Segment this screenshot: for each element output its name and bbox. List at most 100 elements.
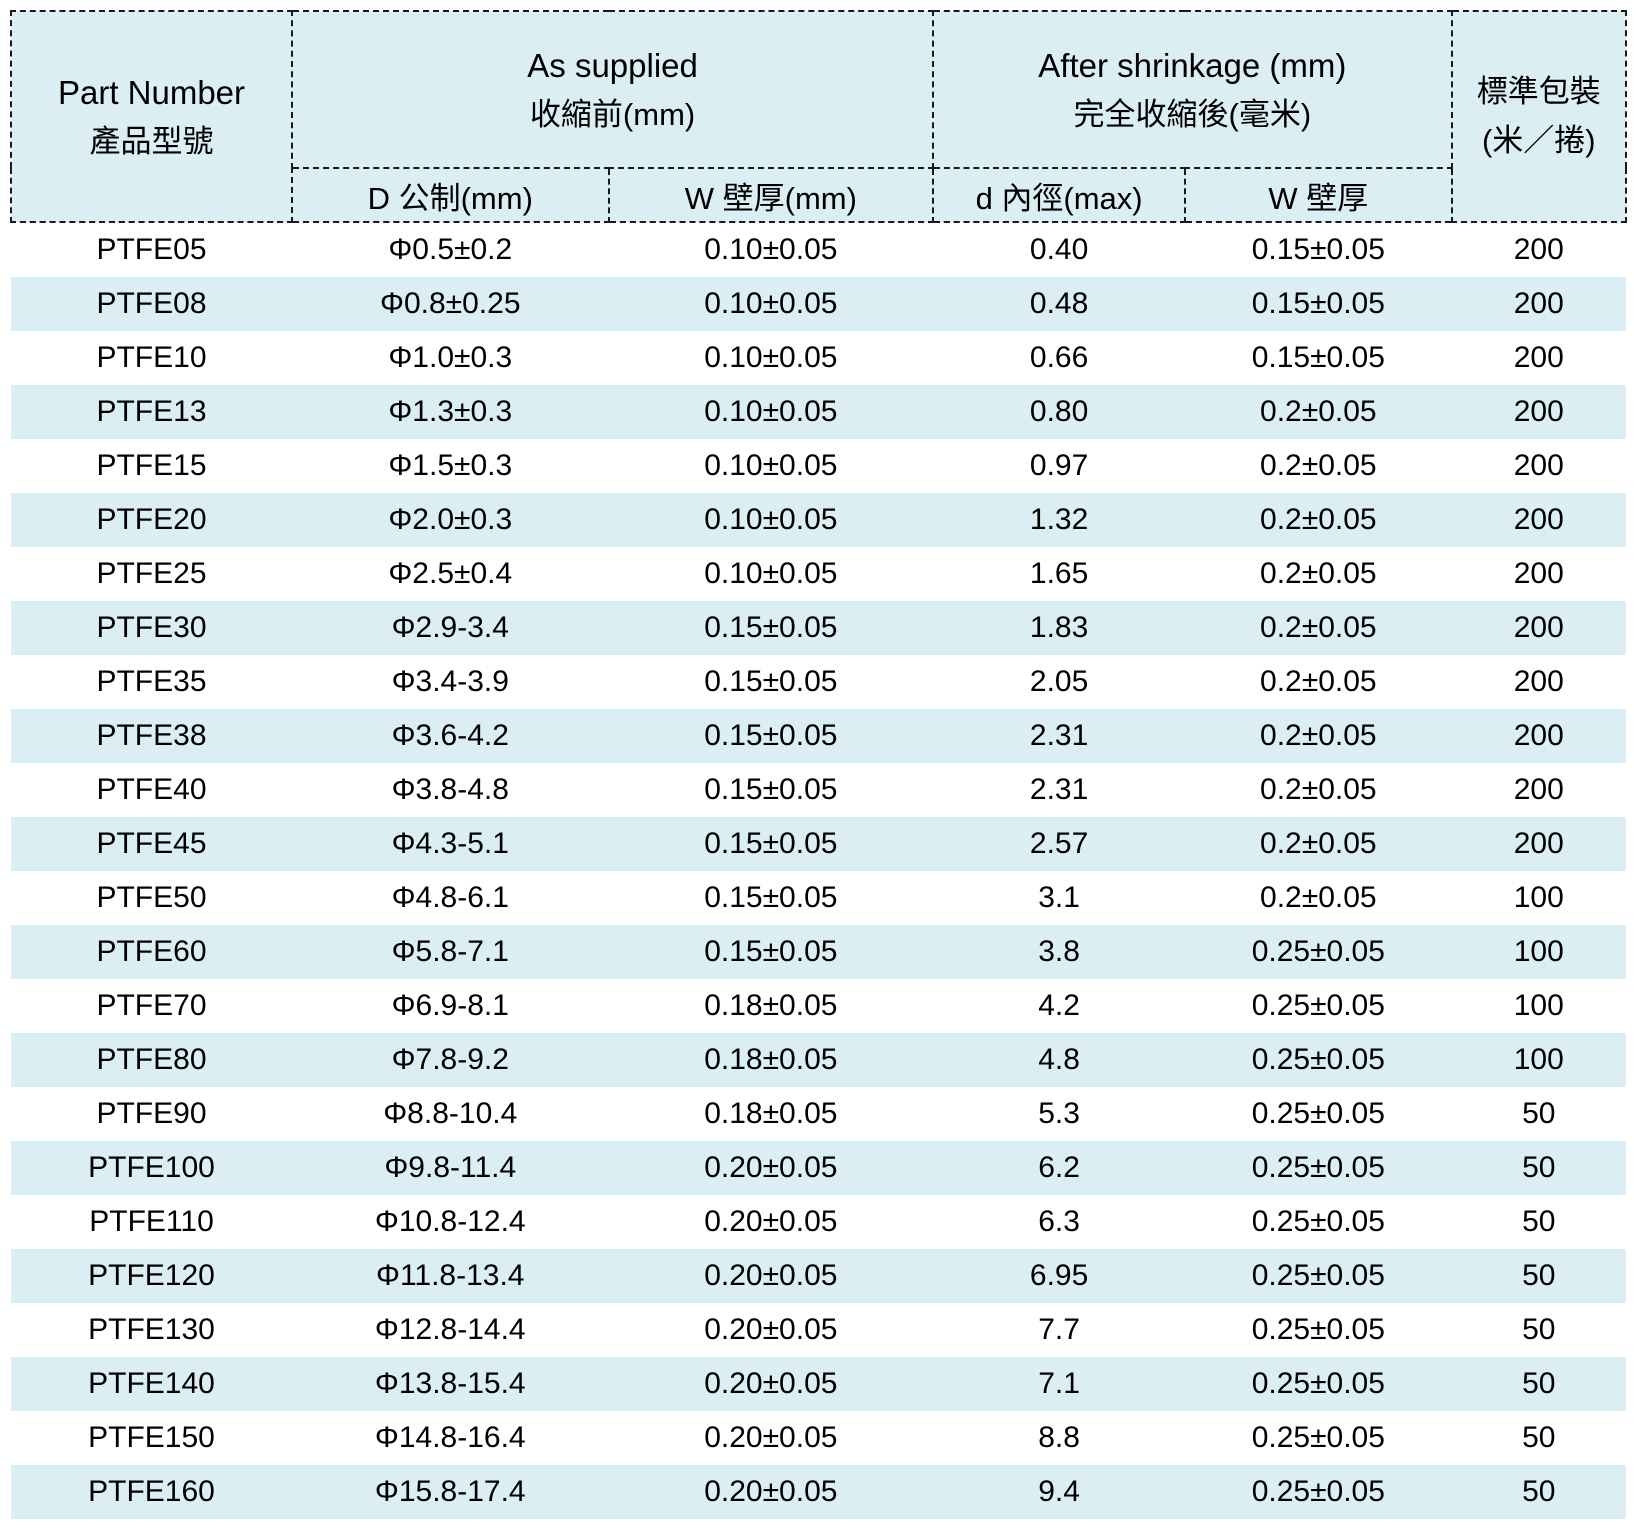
cell-w-after-shrinkage: 0.25±0.05 bbox=[1251, 1367, 1385, 1400]
cell-d-after-shrinkage: 4.8 bbox=[1038, 1043, 1080, 1076]
header-as-supplied-zh: 收縮前(mm) bbox=[529, 97, 696, 133]
cell-w-after-shrinkage: 0.25±0.05 bbox=[1251, 989, 1385, 1022]
cell-d-as-supplied: Φ2.0±0.3 bbox=[388, 503, 513, 536]
cell-d-as-supplied: Φ3.8-4.8 bbox=[391, 773, 509, 806]
table-row: PTFE110 Φ10.8-12.4 0.20±0.05 6.3 0.25±0.05 50 bbox=[11, 1195, 1626, 1249]
table-row: PTFE25 Φ2.5±0.4 0.10±0.05 1.65 0.2±0.05 200 bbox=[11, 547, 1626, 601]
cell-packaging: 50 bbox=[1522, 1313, 1556, 1346]
cell-packaging: 200 bbox=[1513, 665, 1564, 698]
cell-d-as-supplied: Φ0.8±0.25 bbox=[380, 287, 521, 320]
table-row: PTFE160 Φ15.8-17.4 0.20±0.05 9.4 0.25±0.05 50 bbox=[11, 1465, 1626, 1519]
cell-d-after-shrinkage: 2.57 bbox=[1029, 827, 1089, 860]
cell-d-as-supplied: Φ10.8-12.4 bbox=[374, 1205, 526, 1238]
table-row: PTFE90 Φ8.8-10.4 0.18±0.05 5.3 0.25±0.05 50 bbox=[11, 1087, 1626, 1141]
cell-w-as-supplied: 0.15±0.05 bbox=[704, 827, 838, 860]
cell-packaging: 200 bbox=[1513, 611, 1564, 644]
table-row: PTFE140 Φ13.8-15.4 0.20±0.05 7.1 0.25±0.05 50 bbox=[11, 1357, 1626, 1411]
header-as-supplied-en: As supplied bbox=[527, 46, 698, 84]
cell-w-after-shrinkage: 0.25±0.05 bbox=[1251, 1205, 1385, 1238]
cell-w-after-shrinkage: 0.15±0.05 bbox=[1251, 233, 1385, 266]
cell-part-number: PTFE13 bbox=[96, 395, 207, 428]
cell-d-after-shrinkage: 8.8 bbox=[1038, 1421, 1080, 1454]
cell-d-after-shrinkage: 3.8 bbox=[1038, 935, 1080, 968]
cell-w-after-shrinkage: 0.15±0.05 bbox=[1251, 287, 1385, 320]
cell-w-as-supplied: 0.10±0.05 bbox=[704, 557, 838, 590]
cell-part-number: PTFE10 bbox=[96, 341, 207, 374]
header-part-number-en: Part Number bbox=[57, 73, 246, 111]
cell-d-as-supplied: Φ2.9-3.4 bbox=[391, 611, 509, 644]
ptfe-spec-table-wrap: Part Number 產品型號 As supplied 收縮前(mm) Aft… bbox=[10, 10, 1628, 1519]
cell-part-number: PTFE05 bbox=[96, 233, 207, 266]
cell-packaging: 200 bbox=[1513, 233, 1564, 266]
cell-packaging: 200 bbox=[1513, 719, 1564, 752]
cell-w-as-supplied: 0.15±0.05 bbox=[704, 935, 838, 968]
cell-w-after-shrinkage: 0.25±0.05 bbox=[1251, 1043, 1385, 1076]
header-packaging: 標準包裝 (米／捲) bbox=[1450, 10, 1628, 223]
cell-d-as-supplied: Φ13.8-15.4 bbox=[374, 1367, 526, 1400]
cell-w-as-supplied: 0.20±0.05 bbox=[704, 1313, 838, 1346]
cell-w-after-shrinkage: 0.25±0.05 bbox=[1251, 1097, 1385, 1130]
table-row: PTFE08 Φ0.8±0.25 0.10±0.05 0.48 0.15±0.05 200 bbox=[11, 277, 1626, 331]
table-row: PTFE10 Φ1.0±0.3 0.10±0.05 0.66 0.15±0.05 200 bbox=[11, 331, 1626, 385]
cell-w-after-shrinkage: 0.2±0.05 bbox=[1260, 611, 1377, 644]
cell-part-number: PTFE100 bbox=[88, 1151, 215, 1184]
cell-packaging: 100 bbox=[1513, 989, 1564, 1022]
cell-d-as-supplied: Φ2.5±0.4 bbox=[388, 557, 513, 590]
cell-packaging: 200 bbox=[1513, 395, 1564, 428]
cell-w-as-supplied: 0.10±0.05 bbox=[704, 395, 838, 428]
table-row: PTFE38 Φ3.6-4.2 0.15±0.05 2.31 0.2±0.05 200 bbox=[11, 709, 1626, 763]
cell-d-as-supplied: Φ1.0±0.3 bbox=[388, 341, 513, 374]
header-after-shrinkage-zh: 完全收縮後(毫米) bbox=[1073, 97, 1312, 133]
cell-d-as-supplied: Φ9.8-11.4 bbox=[384, 1151, 517, 1184]
cell-part-number: PTFE120 bbox=[88, 1259, 215, 1292]
cell-d-after-shrinkage: 6.2 bbox=[1038, 1151, 1080, 1184]
cell-w-after-shrinkage: 0.2±0.05 bbox=[1260, 449, 1377, 482]
cell-d-after-shrinkage: 0.48 bbox=[1029, 287, 1089, 320]
cell-w-as-supplied: 0.20±0.05 bbox=[704, 1205, 838, 1238]
cell-d-after-shrinkage: 3.1 bbox=[1038, 881, 1080, 914]
cell-d-as-supplied: Φ0.5±0.2 bbox=[388, 233, 513, 266]
cell-packaging: 50 bbox=[1522, 1097, 1556, 1130]
cell-w-as-supplied: 0.15±0.05 bbox=[704, 773, 838, 806]
cell-w-after-shrinkage: 0.25±0.05 bbox=[1251, 1421, 1385, 1454]
cell-part-number: PTFE90 bbox=[96, 1097, 207, 1130]
cell-d-after-shrinkage: 1.32 bbox=[1029, 503, 1089, 536]
cell-w-as-supplied: 0.15±0.05 bbox=[704, 719, 838, 752]
cell-d-as-supplied: Φ11.8-13.4 bbox=[376, 1259, 525, 1292]
cell-w-as-supplied: 0.20±0.05 bbox=[704, 1259, 838, 1292]
cell-d-after-shrinkage: 0.66 bbox=[1029, 341, 1089, 374]
cell-w-after-shrinkage: 0.2±0.05 bbox=[1260, 557, 1377, 590]
header-packaging-line1: 標準包裝 bbox=[1476, 74, 1601, 110]
cell-w-as-supplied: 0.20±0.05 bbox=[704, 1367, 838, 1400]
cell-w-after-shrinkage: 0.15±0.05 bbox=[1251, 341, 1385, 374]
cell-part-number: PTFE160 bbox=[88, 1475, 215, 1508]
cell-d-as-supplied: Φ1.3±0.3 bbox=[388, 395, 513, 428]
cell-d-after-shrinkage: 6.95 bbox=[1029, 1259, 1089, 1292]
cell-w-after-shrinkage: 0.2±0.05 bbox=[1260, 503, 1377, 536]
cell-packaging: 50 bbox=[1522, 1151, 1556, 1184]
table-row: PTFE30 Φ2.9-3.4 0.15±0.05 1.83 0.2±0.05 200 bbox=[11, 601, 1626, 655]
table-row: PTFE150 Φ14.8-16.4 0.20±0.05 8.8 0.25±0.05 50 bbox=[11, 1411, 1626, 1465]
cell-d-after-shrinkage: 6.3 bbox=[1038, 1205, 1080, 1238]
cell-w-as-supplied: 0.10±0.05 bbox=[704, 503, 838, 536]
table-row: PTFE20 Φ2.0±0.3 0.10±0.05 1.32 0.2±0.05 200 bbox=[11, 493, 1626, 547]
table-row: PTFE50 Φ4.8-6.1 0.15±0.05 3.1 0.2±0.05 100 bbox=[11, 871, 1626, 925]
cell-part-number: PTFE130 bbox=[88, 1313, 215, 1346]
subheader-w-as-supplied: W 壁厚(mm) bbox=[607, 167, 935, 223]
cell-w-as-supplied: 0.18±0.05 bbox=[704, 1043, 838, 1076]
table-row: PTFE15 Φ1.5±0.3 0.10±0.05 0.97 0.2±0.05 200 bbox=[11, 439, 1626, 493]
cell-w-as-supplied: 0.10±0.05 bbox=[704, 233, 838, 266]
cell-part-number: PTFE15 bbox=[96, 449, 207, 482]
table-row: PTFE45 Φ4.3-5.1 0.15±0.05 2.57 0.2±0.05 200 bbox=[11, 817, 1626, 871]
cell-d-as-supplied: Φ7.8-9.2 bbox=[391, 1043, 509, 1076]
cell-packaging: 100 bbox=[1513, 881, 1564, 914]
cell-d-as-supplied: Φ15.8-17.4 bbox=[374, 1475, 526, 1508]
subheader-w-after: W 壁厚 bbox=[1184, 167, 1453, 223]
cell-part-number: PTFE35 bbox=[96, 665, 207, 698]
cell-w-as-supplied: 0.15±0.05 bbox=[704, 881, 838, 914]
cell-w-after-shrinkage: 0.25±0.05 bbox=[1251, 1259, 1385, 1292]
ptfe-spec-table: Part Number 產品型號 As supplied 收縮前(mm) Aft… bbox=[10, 10, 1628, 1519]
cell-part-number: PTFE08 bbox=[96, 287, 207, 320]
cell-d-after-shrinkage: 2.31 bbox=[1029, 719, 1089, 752]
